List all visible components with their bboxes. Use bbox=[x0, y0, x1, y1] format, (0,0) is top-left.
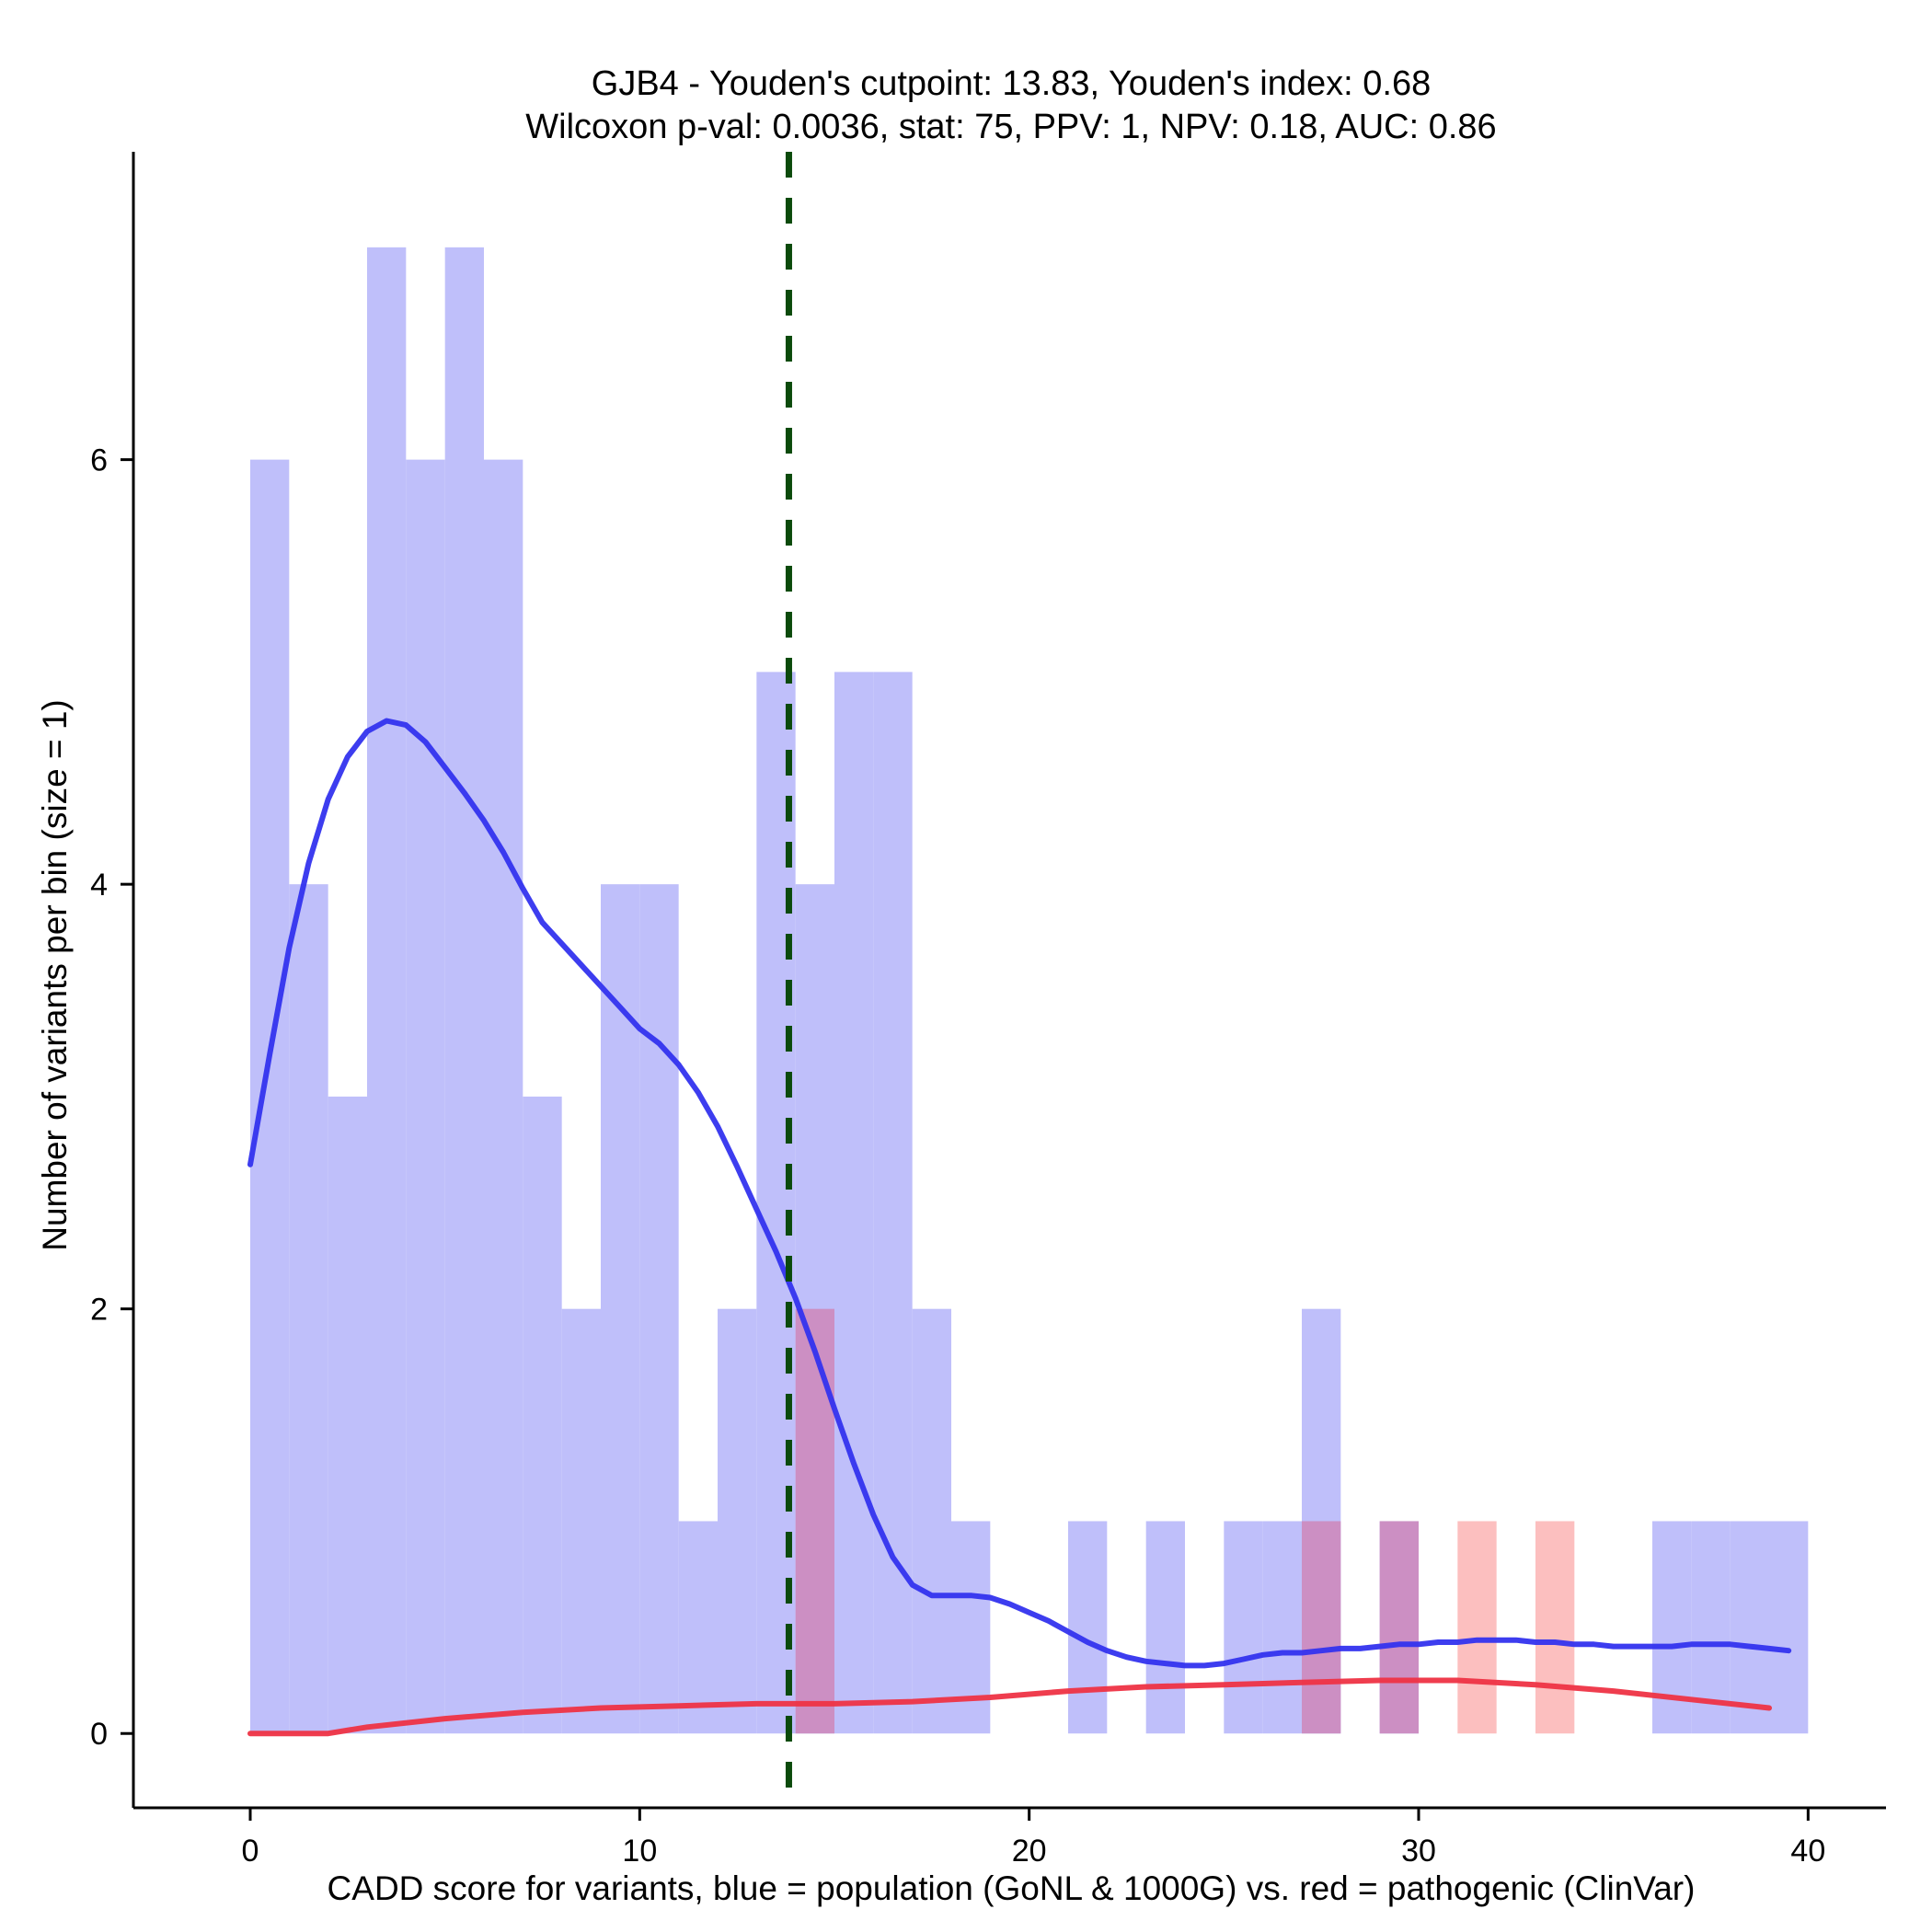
y-axis-label: Number of variants per bin (size = 1) bbox=[36, 699, 74, 1250]
y-tick-label-2: 2 bbox=[90, 1293, 108, 1328]
population-bar-23 bbox=[1145, 1521, 1185, 1734]
population-bar-4 bbox=[406, 459, 445, 1734]
density-lines-layer bbox=[247, 718, 1792, 1737]
population-density-line bbox=[247, 718, 1792, 1669]
chart-title-line2: Wilcoxon p-val: 0.0036, stat: 75, PPV: 1… bbox=[525, 108, 1496, 146]
x-tick-label-20: 20 bbox=[1012, 1834, 1047, 1869]
population-bar-7 bbox=[523, 1096, 562, 1734]
population-bar-13 bbox=[756, 672, 796, 1734]
pathogenic-bar-33 bbox=[1535, 1521, 1575, 1734]
axes-layer: 0 10 20 30 40 0 2 4 6 bbox=[90, 152, 1886, 1869]
population-bar-25 bbox=[1224, 1521, 1263, 1734]
x-tick-label-0: 0 bbox=[242, 1834, 259, 1869]
pathogenic-bar-27 bbox=[1302, 1521, 1341, 1734]
x-tick-label-30: 30 bbox=[1401, 1834, 1436, 1869]
population-bar-1 bbox=[289, 884, 328, 1734]
pathogenic-density-line bbox=[247, 1677, 1772, 1737]
bars-layer bbox=[250, 247, 1809, 1734]
pathogenic-bar-14 bbox=[795, 1308, 834, 1734]
population-bar-38 bbox=[1730, 1521, 1769, 1734]
pathogenic-bar-29 bbox=[1379, 1521, 1419, 1734]
y-tick-label-4: 4 bbox=[90, 868, 108, 903]
chart-title-line1: GJB4 - Youden's cutpoint: 13.83, Youden'… bbox=[592, 64, 1431, 103]
population-bar-11 bbox=[678, 1521, 718, 1734]
x-axis-label: CADD score for variants, blue = populati… bbox=[328, 1869, 1696, 1907]
population-bar-3 bbox=[367, 247, 407, 1734]
population-bar-10 bbox=[639, 884, 679, 1734]
population-bar-0 bbox=[250, 459, 290, 1734]
population-bar-8 bbox=[561, 1308, 601, 1734]
x-tick-label-10: 10 bbox=[622, 1834, 657, 1869]
population-bar-15 bbox=[834, 672, 874, 1734]
population-bar-39 bbox=[1769, 1521, 1809, 1734]
population-bar-17 bbox=[912, 1308, 951, 1734]
y-tick-label-0: 0 bbox=[90, 1717, 108, 1752]
population-bar-2 bbox=[328, 1096, 367, 1734]
x-tick-label-40: 40 bbox=[1790, 1834, 1825, 1869]
population-bar-12 bbox=[718, 1308, 757, 1734]
population-bar-5 bbox=[444, 247, 484, 1734]
population-bar-6 bbox=[484, 459, 523, 1734]
population-bar-9 bbox=[601, 884, 640, 1734]
population-bar-21 bbox=[1068, 1521, 1108, 1734]
pathogenic-bar-31 bbox=[1457, 1521, 1497, 1734]
population-bar-26 bbox=[1262, 1521, 1302, 1734]
y-tick-label-6: 6 bbox=[90, 443, 108, 478]
